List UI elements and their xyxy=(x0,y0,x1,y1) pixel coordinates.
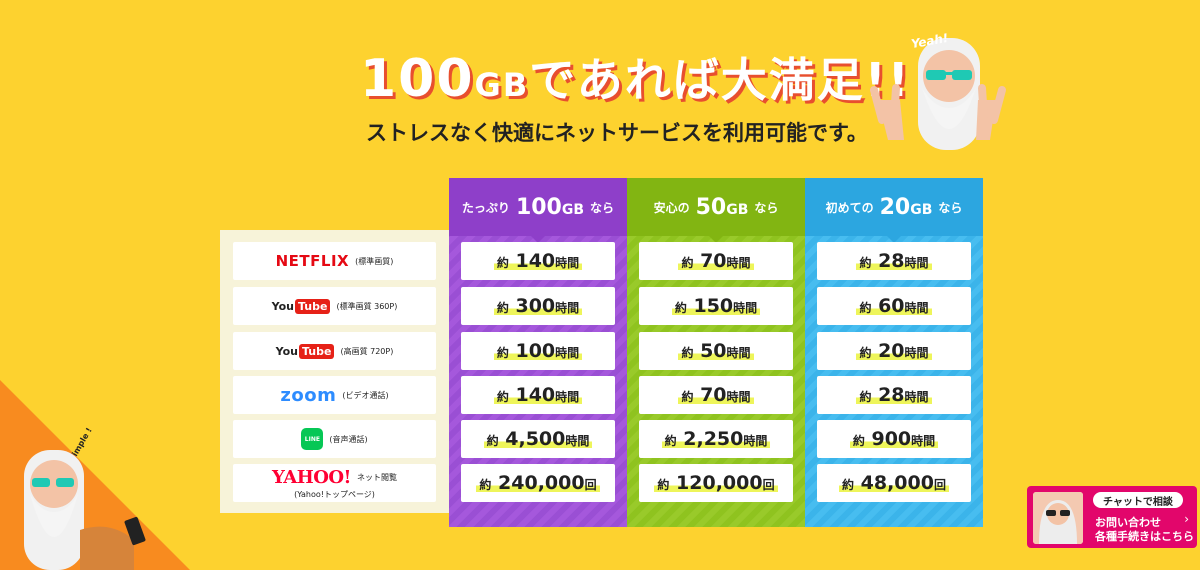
usage-cell: 約 2,250時間 xyxy=(639,420,793,458)
youtube-logo: You Tube xyxy=(276,343,335,359)
chat-tag: チャットで相談 xyxy=(1093,492,1183,508)
service-note: (標準画質 360P) xyxy=(336,301,398,311)
usage-cell: 約 300時間 xyxy=(461,287,615,325)
service-note: (標準画質) xyxy=(355,256,394,266)
chat-line-2: 各種手続きはこちら xyxy=(1095,530,1194,543)
plan-column-50gb: 安心の 50GB なら 約 70時間 約 150時間 約 50時間 約 70時間… xyxy=(627,178,805,527)
page-subtitle: ストレスなく快適にネットサービスを利用可能です。 xyxy=(366,121,868,145)
service-note-sub: (Yahoo!トップページ) xyxy=(294,489,375,499)
line-icon: LINE xyxy=(301,428,324,450)
title-text: であれば大満足!! xyxy=(529,53,911,107)
title-unit: GB xyxy=(474,66,530,104)
service-note: (高画質 720P) xyxy=(340,346,394,356)
youtube-logo: You Tube xyxy=(272,298,331,314)
usage-cell: 約 100時間 xyxy=(461,332,615,370)
usage-cell: 約 140時間 xyxy=(461,242,615,280)
service-note: (音声通話) xyxy=(329,434,368,444)
usage-cell: 約 240,000回 xyxy=(461,464,615,502)
usage-cell: 約 900時間 xyxy=(817,420,971,458)
mascot-peace-sign-image xyxy=(870,38,1006,150)
usage-cell: 約 60時間 xyxy=(817,287,971,325)
netflix-logo: NETFLIX xyxy=(275,252,350,270)
mascot-phone-image xyxy=(24,450,146,570)
plan-column-20gb: 初めての 20GB なら 約 28時間 約 60時間 約 20時間 約 28時間… xyxy=(805,178,983,527)
usage-cell: 約 28時間 xyxy=(817,376,971,414)
page-title: 100GBであれば大満足!! xyxy=(360,44,909,110)
service-line: LINE (音声通話) xyxy=(233,420,436,458)
zoom-logo: zoom xyxy=(280,384,337,406)
usage-cell: 約 50時間 xyxy=(639,332,793,370)
usage-cell: 約 70時間 xyxy=(639,242,793,280)
chat-line-1: お問い合わせ xyxy=(1095,516,1161,529)
usage-cell: 約 70時間 xyxy=(639,376,793,414)
chat-support-button[interactable]: チャットで相談 お問い合わせ 各種手続きはこちら › xyxy=(1027,486,1197,548)
service-youtube-360: You Tube (標準画質 360P) xyxy=(233,287,436,325)
service-netflix: NETFLIX (標準画質) xyxy=(233,242,436,280)
usage-cell: 約 48,000回 xyxy=(817,464,971,502)
plan-header: 安心の 50GB なら xyxy=(627,178,805,243)
chevron-right-icon: › xyxy=(1184,512,1189,526)
usage-cell: 約 4,500時間 xyxy=(461,420,615,458)
usage-cell: 約 120,000回 xyxy=(639,464,793,502)
usage-cell: 約 140時間 xyxy=(461,376,615,414)
service-youtube-720: You Tube (高画質 720P) xyxy=(233,332,436,370)
yahoo-logo: YAHOO! xyxy=(272,466,351,488)
usage-cell: 約 20時間 xyxy=(817,332,971,370)
service-note: ネット閲覧 xyxy=(356,472,397,482)
service-note: (ビデオ通話) xyxy=(342,390,389,400)
usage-cell: 約 28時間 xyxy=(817,242,971,280)
services-column: NETFLIX (標準画質) You Tube (標準画質 360P) You Tu… xyxy=(220,230,450,513)
plan-column-100gb: たっぷり 100GB なら 約 140時間 約 300時間 約 100時間 約 … xyxy=(449,178,627,527)
service-yahoo: YAHOO! ネット閲覧 (Yahoo!トップページ) xyxy=(233,464,436,502)
service-zoom: zoom (ビデオ通話) xyxy=(233,376,436,414)
plan-header: たっぷり 100GB なら xyxy=(449,178,627,243)
usage-cell: 約 150時間 xyxy=(639,287,793,325)
support-avatar-icon xyxy=(1033,492,1083,544)
plan-header: 初めての 20GB なら xyxy=(805,178,983,243)
title-number: 100 xyxy=(360,49,475,109)
